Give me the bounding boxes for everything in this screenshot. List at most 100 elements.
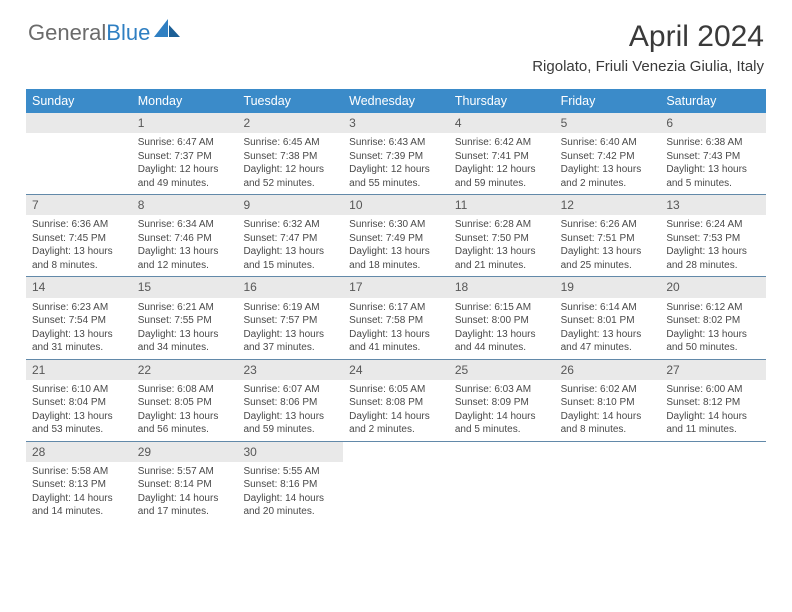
day-body: Sunrise: 6:38 AMSunset: 7:43 PMDaylight:… xyxy=(660,133,766,194)
month-title: April 2024 xyxy=(532,20,764,54)
daylight-line-1: Daylight: 13 hours xyxy=(138,410,232,424)
daylight-line-1: Daylight: 13 hours xyxy=(561,245,655,259)
day-number: 27 xyxy=(660,360,766,380)
daylight-line-2: and 52 minutes. xyxy=(243,177,337,191)
daylight-line-2: and 53 minutes. xyxy=(32,423,126,437)
daylight-line-2: and 34 minutes. xyxy=(138,341,232,355)
daylight-line-1: Daylight: 14 hours xyxy=(138,492,232,506)
day-number: 5 xyxy=(555,113,661,133)
day-cell xyxy=(660,442,766,523)
day-number: 26 xyxy=(555,360,661,380)
calendar-grid: SundayMondayTuesdayWednesdayThursdayFrid… xyxy=(26,89,766,523)
sunset-line: Sunset: 8:16 PM xyxy=(243,478,337,492)
sunset-line: Sunset: 8:06 PM xyxy=(243,396,337,410)
sunset-line: Sunset: 8:01 PM xyxy=(561,314,655,328)
sunrise-line: Sunrise: 6:08 AM xyxy=(138,383,232,397)
sunrise-line: Sunrise: 6:43 AM xyxy=(349,136,443,150)
weekday-label: Tuesday xyxy=(237,89,343,113)
sunrise-line: Sunrise: 6:00 AM xyxy=(666,383,760,397)
day-cell: 19Sunrise: 6:14 AMSunset: 8:01 PMDayligh… xyxy=(555,277,661,358)
day-body: Sunrise: 6:21 AMSunset: 7:55 PMDaylight:… xyxy=(132,298,238,359)
sunrise-line: Sunrise: 6:28 AM xyxy=(455,218,549,232)
sunrise-line: Sunrise: 6:34 AM xyxy=(138,218,232,232)
sunrise-line: Sunrise: 6:42 AM xyxy=(455,136,549,150)
day-cell: 4Sunrise: 6:42 AMSunset: 7:41 PMDaylight… xyxy=(449,113,555,194)
sunset-line: Sunset: 7:58 PM xyxy=(349,314,443,328)
day-number: 29 xyxy=(132,442,238,462)
day-number: 4 xyxy=(449,113,555,133)
day-body: Sunrise: 6:24 AMSunset: 7:53 PMDaylight:… xyxy=(660,215,766,276)
day-cell: 26Sunrise: 6:02 AMSunset: 8:10 PMDayligh… xyxy=(555,360,661,441)
daylight-line-2: and 12 minutes. xyxy=(138,259,232,273)
logo-sail-icon xyxy=(154,19,180,45)
day-body: Sunrise: 6:12 AMSunset: 8:02 PMDaylight:… xyxy=(660,298,766,359)
day-body: Sunrise: 6:28 AMSunset: 7:50 PMDaylight:… xyxy=(449,215,555,276)
daylight-line-2: and 8 minutes. xyxy=(561,423,655,437)
day-number: 14 xyxy=(26,277,132,297)
day-number: 25 xyxy=(449,360,555,380)
weekday-label: Saturday xyxy=(660,89,766,113)
sunset-line: Sunset: 7:39 PM xyxy=(349,150,443,164)
daylight-line-1: Daylight: 13 hours xyxy=(455,328,549,342)
sunset-line: Sunset: 8:13 PM xyxy=(32,478,126,492)
daylight-line-2: and 59 minutes. xyxy=(243,423,337,437)
day-number: 23 xyxy=(237,360,343,380)
day-cell: 12Sunrise: 6:26 AMSunset: 7:51 PMDayligh… xyxy=(555,195,661,276)
daylight-line-1: Daylight: 13 hours xyxy=(666,163,760,177)
day-number: 11 xyxy=(449,195,555,215)
day-number: 24 xyxy=(343,360,449,380)
daylight-line-2: and 5 minutes. xyxy=(666,177,760,191)
daylight-line-2: and 56 minutes. xyxy=(138,423,232,437)
day-body: Sunrise: 5:55 AMSunset: 8:16 PMDaylight:… xyxy=(237,462,343,523)
day-number: 12 xyxy=(555,195,661,215)
day-cell: 24Sunrise: 6:05 AMSunset: 8:08 PMDayligh… xyxy=(343,360,449,441)
daylight-line-1: Daylight: 14 hours xyxy=(349,410,443,424)
sunrise-line: Sunrise: 6:38 AM xyxy=(666,136,760,150)
sunrise-line: Sunrise: 6:32 AM xyxy=(243,218,337,232)
sunrise-line: Sunrise: 5:57 AM xyxy=(138,465,232,479)
sunset-line: Sunset: 7:37 PM xyxy=(138,150,232,164)
sunset-line: Sunset: 7:38 PM xyxy=(243,150,337,164)
day-body: Sunrise: 6:05 AMSunset: 8:08 PMDaylight:… xyxy=(343,380,449,441)
day-cell: 29Sunrise: 5:57 AMSunset: 8:14 PMDayligh… xyxy=(132,442,238,523)
day-cell: 3Sunrise: 6:43 AMSunset: 7:39 PMDaylight… xyxy=(343,113,449,194)
day-cell xyxy=(449,442,555,523)
day-number: 1 xyxy=(132,113,238,133)
day-body: Sunrise: 6:10 AMSunset: 8:04 PMDaylight:… xyxy=(26,380,132,441)
sunrise-line: Sunrise: 6:12 AM xyxy=(666,301,760,315)
day-cell: 1 Sunrise: 6:47 AMSunset: 7:37 PMDaylight… xyxy=(132,113,238,194)
day-body: Sunrise: 6:00 AMSunset: 8:12 PMDaylight:… xyxy=(660,380,766,441)
daylight-line-1: Daylight: 13 hours xyxy=(32,245,126,259)
day-cell: 5Sunrise: 6:40 AMSunset: 7:42 PMDaylight… xyxy=(555,113,661,194)
weekday-label: Sunday xyxy=(26,89,132,113)
day-number xyxy=(26,113,132,133)
day-number: 28 xyxy=(26,442,132,462)
sunrise-line: Sunrise: 6:23 AM xyxy=(32,301,126,315)
weekday-header-row: SundayMondayTuesdayWednesdayThursdayFrid… xyxy=(26,89,766,113)
daylight-line-2: and 14 minutes. xyxy=(32,505,126,519)
day-cell: 16Sunrise: 6:19 AMSunset: 7:57 PMDayligh… xyxy=(237,277,343,358)
daylight-line-1: Daylight: 12 hours xyxy=(138,163,232,177)
day-number: 16 xyxy=(237,277,343,297)
daylight-line-1: Daylight: 12 hours xyxy=(243,163,337,177)
sunset-line: Sunset: 7:51 PM xyxy=(561,232,655,246)
day-number: 3 xyxy=(343,113,449,133)
daylight-line-2: and 5 minutes. xyxy=(455,423,549,437)
day-cell xyxy=(26,113,132,194)
brand-part1: General xyxy=(28,20,106,46)
page-header: GeneralBlue April 2024 Rigolato, Friuli … xyxy=(0,0,792,81)
day-body: Sunrise: 6:40 AMSunset: 7:42 PMDaylight:… xyxy=(555,133,661,194)
day-body: Sunrise: 6:45 AMSunset: 7:38 PMDaylight:… xyxy=(237,133,343,194)
brand-logo: GeneralBlue xyxy=(28,20,180,46)
sunrise-line: Sunrise: 6:47 AM xyxy=(138,136,232,150)
daylight-line-1: Daylight: 14 hours xyxy=(561,410,655,424)
day-number: 21 xyxy=(26,360,132,380)
day-cell xyxy=(343,442,449,523)
sunrise-line: Sunrise: 6:05 AM xyxy=(349,383,443,397)
sunrise-line: Sunrise: 6:45 AM xyxy=(243,136,337,150)
day-number: 6 xyxy=(660,113,766,133)
sunset-line: Sunset: 8:04 PM xyxy=(32,396,126,410)
daylight-line-2: and 21 minutes. xyxy=(455,259,549,273)
day-cell xyxy=(555,442,661,523)
day-body: Sunrise: 6:34 AMSunset: 7:46 PMDaylight:… xyxy=(132,215,238,276)
